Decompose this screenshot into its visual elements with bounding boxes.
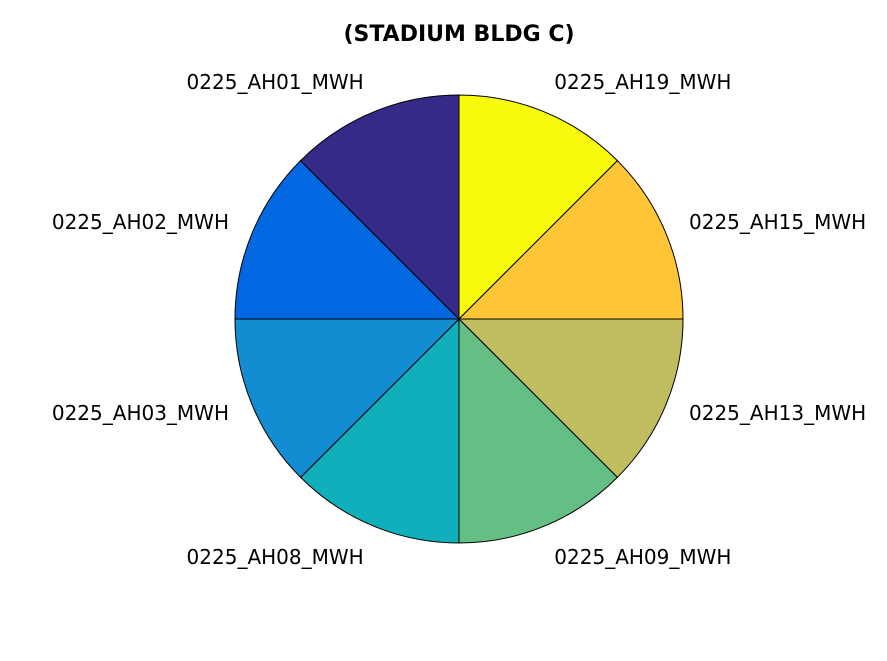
pie-label-0225-ah03-mwh: 0225_AH03_MWH bbox=[52, 401, 229, 425]
pie-label-0225-ah13-mwh: 0225_AH13_MWH bbox=[689, 401, 866, 425]
pie-label-0225-ah08-mwh: 0225_AH08_MWH bbox=[187, 545, 364, 569]
pie-slice-0225-ah09-mwh bbox=[458, 317, 619, 544]
pie-label-0225-ah09-mwh: 0225_AH09_MWH bbox=[554, 545, 731, 569]
pie-slice-0225-ah02-mwh bbox=[234, 159, 461, 320]
pie-slice-0225-ah15-mwh bbox=[457, 159, 684, 320]
pie-label-0225-ah15-mwh: 0225_AH15_MWH bbox=[689, 210, 866, 234]
pie-slice-0225-ah01-mwh bbox=[299, 94, 460, 321]
pie-slice-0225-ah03-mwh bbox=[234, 318, 461, 479]
pie-label-0225-ah19-mwh: 0225_AH19_MWH bbox=[554, 70, 731, 94]
pie-labels: 0225_AH19_MWH 0225_AH15_MWH 0225_AH13_MWH 0… bbox=[52, 70, 866, 569]
pie-label-0225-ah01-mwh: 0225_AH01_MWH bbox=[187, 70, 364, 94]
pie-slice-0225-ah08-mwh bbox=[299, 317, 460, 544]
pie-slices bbox=[234, 94, 684, 544]
pie-slice-0225-ah19-mwh bbox=[458, 94, 619, 321]
pie-slice-0225-ah13-mwh bbox=[457, 318, 684, 479]
chart-title: (STADIUM BLDG C) bbox=[343, 22, 574, 47]
pie-label-0225-ah02-mwh: 0225_AH02_MWH bbox=[52, 210, 229, 234]
